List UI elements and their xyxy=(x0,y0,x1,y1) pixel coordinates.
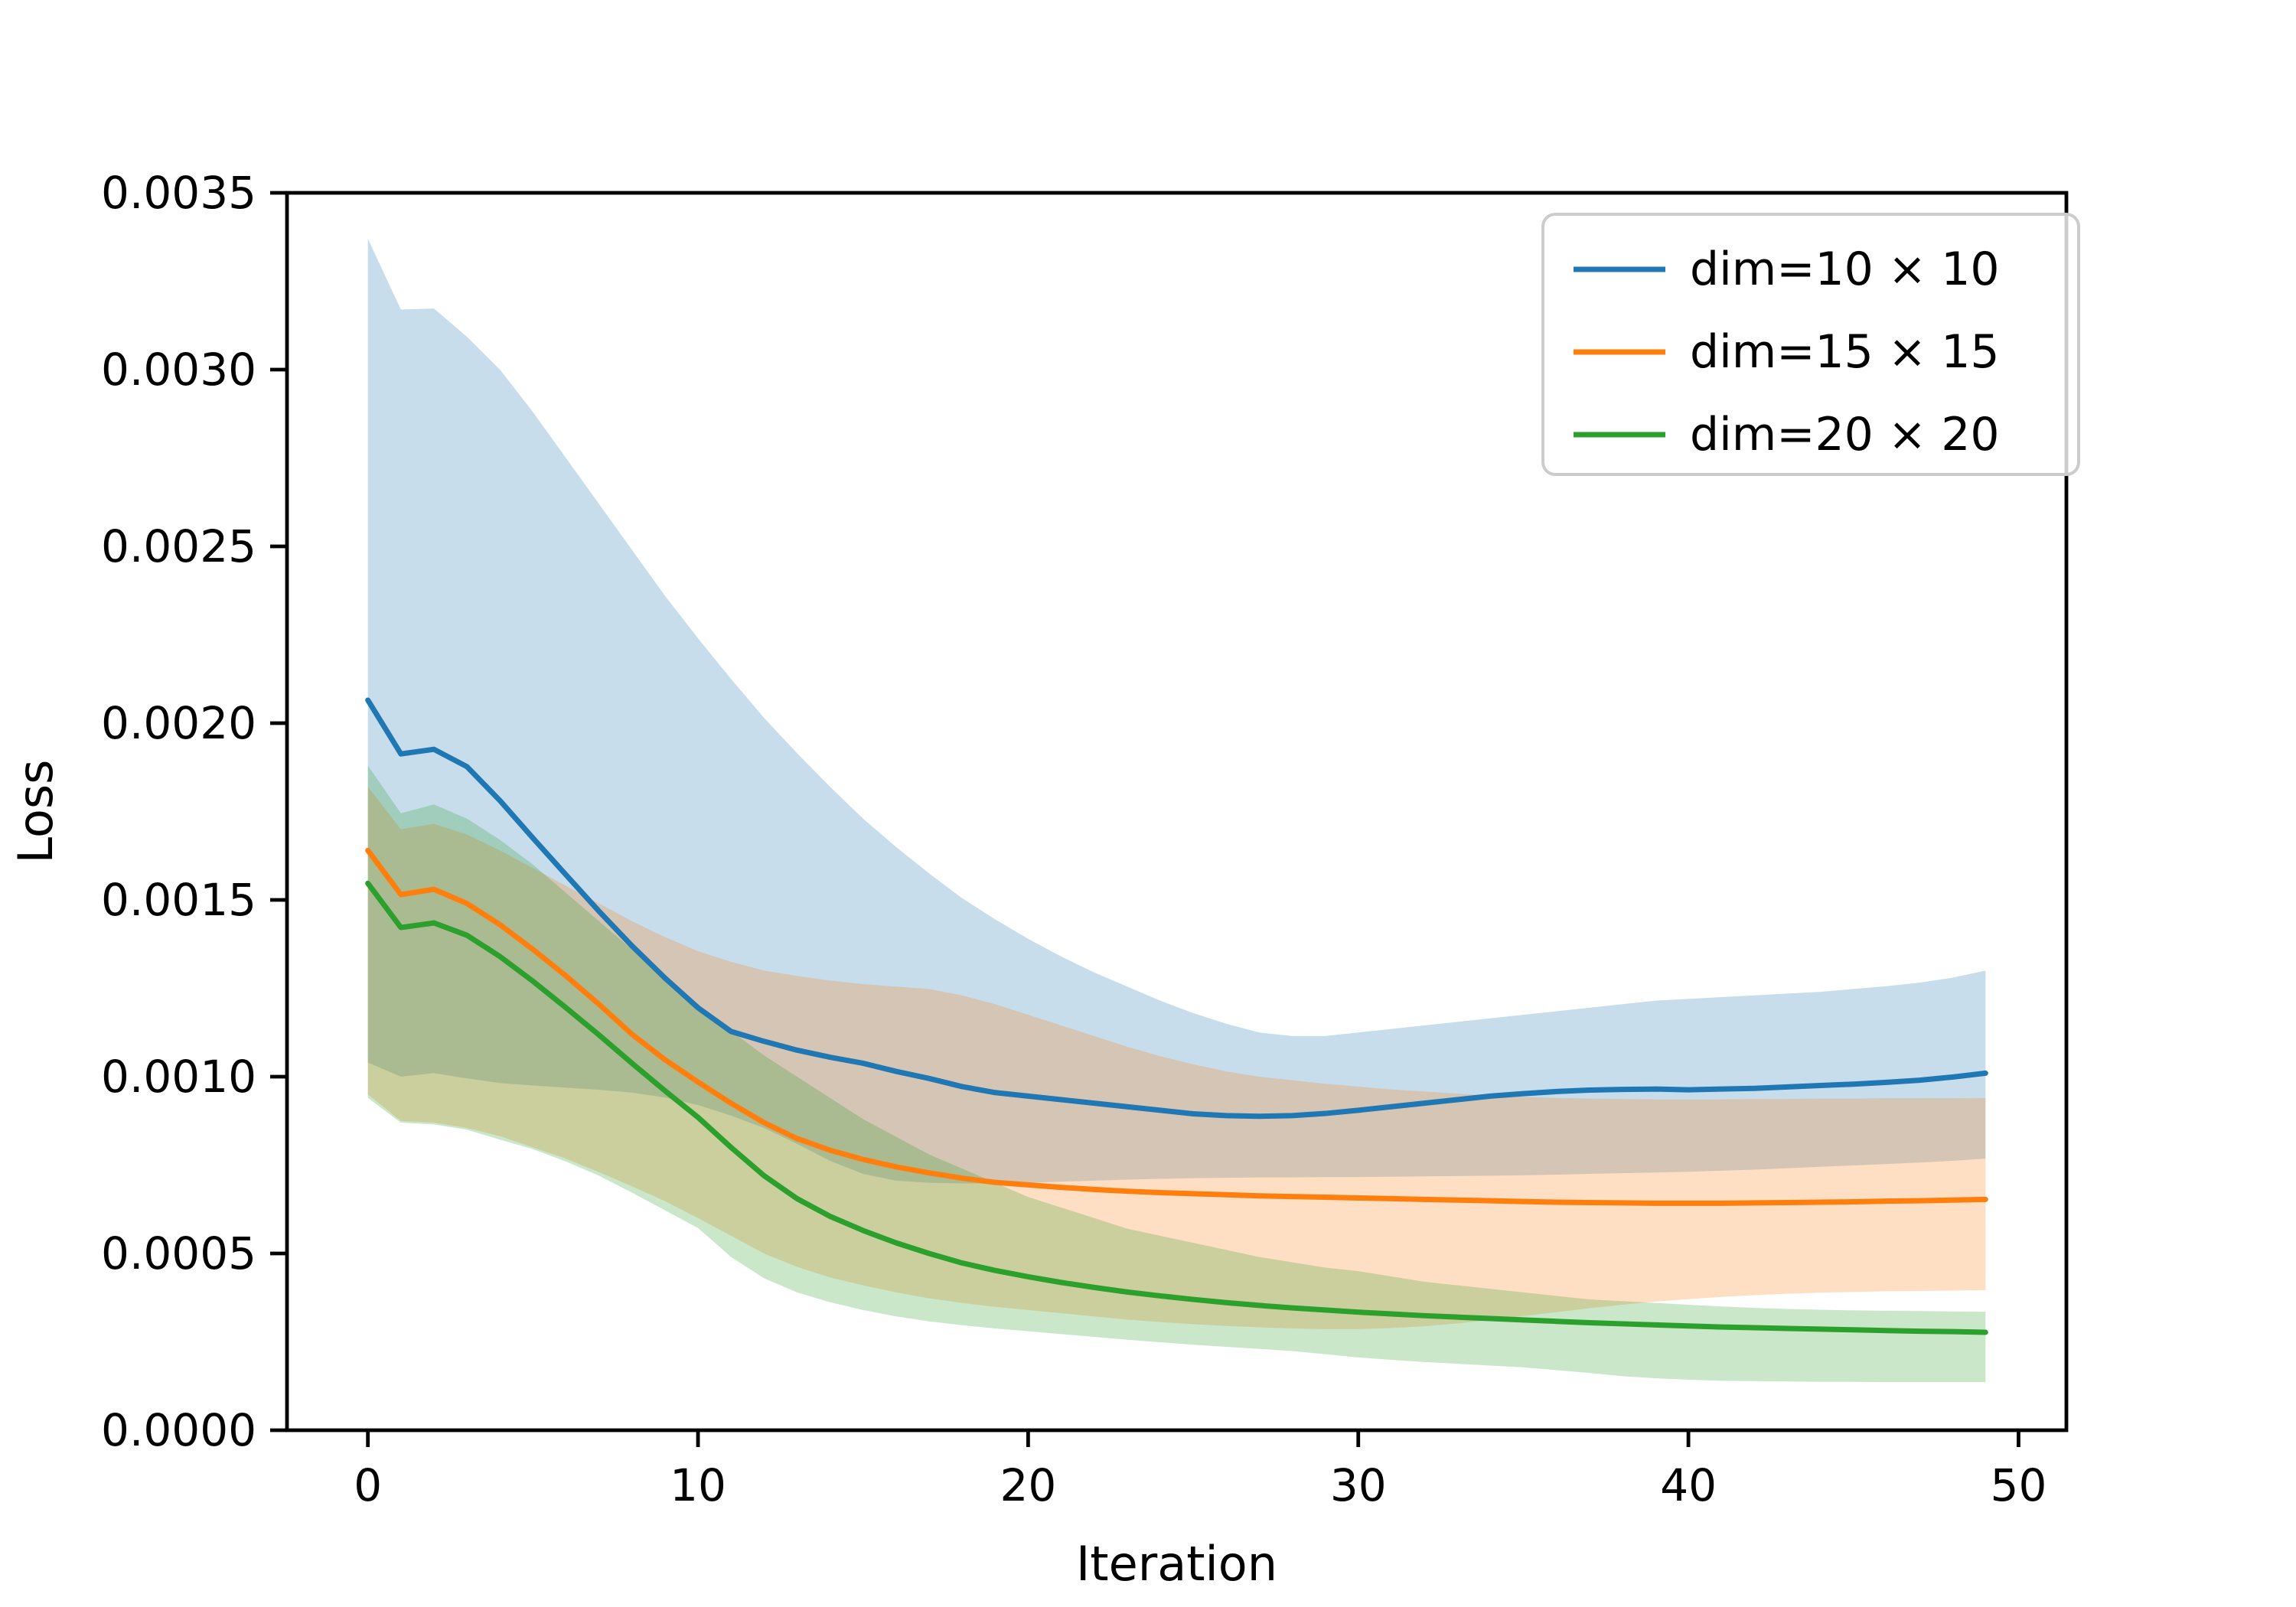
x-tick-label: 20 xyxy=(1000,1459,1056,1511)
series-band-2 xyxy=(367,765,1986,1383)
legend-box xyxy=(1541,213,2080,476)
plot-frame xyxy=(285,191,2069,1433)
y-tick-label: 0.0030 xyxy=(101,344,256,396)
x-tick-label: 0 xyxy=(354,1459,382,1511)
x-tick-label: 40 xyxy=(1660,1459,1717,1511)
y-tick-label: 0.0010 xyxy=(101,1051,256,1103)
x-tick-label: 10 xyxy=(670,1459,726,1511)
y-tick-label: 0.0005 xyxy=(101,1227,256,1279)
legend-label-2: dim=20 × 20 xyxy=(1690,408,2000,461)
series-line-0 xyxy=(365,697,1988,1120)
series-line-2 xyxy=(365,880,1988,1335)
y-tick-label: 0.0020 xyxy=(101,697,256,749)
y-tick-label: 0.0035 xyxy=(101,167,256,219)
y-tick-label: 0.0000 xyxy=(101,1404,256,1456)
y-axis-label: Loss xyxy=(8,760,64,864)
y-tick-label: 0.0025 xyxy=(101,520,256,572)
x-tick-label: 50 xyxy=(1991,1459,2047,1511)
x-tick-label: 30 xyxy=(1330,1459,1387,1511)
legend-label-0: dim=10 × 10 xyxy=(1690,243,2000,296)
y-tick-label: 0.0015 xyxy=(101,874,256,926)
series-line-1 xyxy=(365,847,1988,1206)
legend-label-1: dim=15 × 15 xyxy=(1690,325,2000,379)
series-band-1 xyxy=(367,787,1986,1329)
series-band-0 xyxy=(367,239,1986,1184)
x-axis-label: Iteration xyxy=(1076,1536,1277,1592)
